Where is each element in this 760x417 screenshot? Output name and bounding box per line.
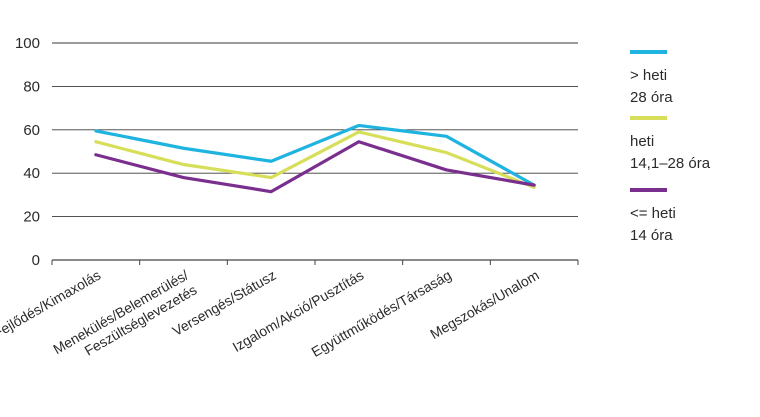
series-line-0 xyxy=(94,123,536,187)
legend-label: 28 óra xyxy=(630,89,673,106)
y-tick-label: 0 xyxy=(32,252,40,269)
legend-label: > heti xyxy=(630,67,667,84)
y-tick-label: 80 xyxy=(23,78,40,95)
series-line-1 xyxy=(94,130,536,189)
y-tick-label: 40 xyxy=(23,165,40,182)
y-tick-label: 100 xyxy=(15,35,40,52)
series-lines xyxy=(94,123,536,194)
x-axis: Fejlődés/KimaxolásMenekülés/Belemerülés/… xyxy=(0,260,579,360)
series-line-2 xyxy=(94,140,536,194)
y-tick-label: 60 xyxy=(23,122,40,139)
x-tick-label: Együttműködés/Társaság xyxy=(309,267,454,360)
legend-label: <= heti xyxy=(630,205,676,222)
y-axis-ticks: 0 20 40 60 80 100 xyxy=(15,35,40,269)
x-tick-label-group: Együttműködés/Társaság xyxy=(309,267,454,360)
legend: > heti 28 óra heti 14,1–28 óra <= heti 14 óra xyxy=(630,50,711,244)
legend-label: 14,1–28 óra xyxy=(630,155,711,172)
y-tick-label: 20 xyxy=(23,209,40,226)
legend-label: heti xyxy=(630,133,654,150)
legend-label: 14 óra xyxy=(630,227,673,244)
